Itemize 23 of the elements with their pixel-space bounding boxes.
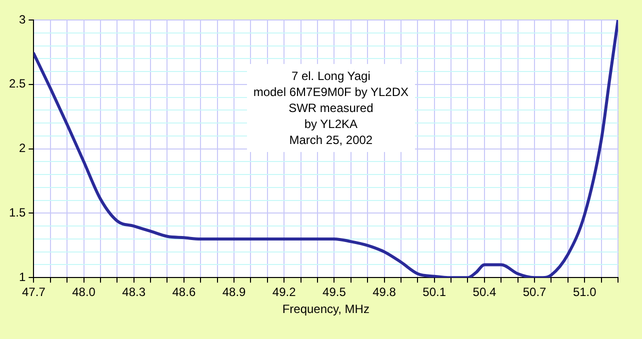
y-tick-label: 1.5 [8,206,26,220]
x-tick-label: 50.7 [522,285,547,300]
annotation: 7 el. Long Yagi [290,68,372,84]
y-tick-label: 2 [18,141,26,156]
y-tick-label: 3 [18,12,26,26]
x-tick-label: 49.5 [322,285,346,300]
annotation: by YL2KA [303,116,358,132]
x-tick-label: 48.6 [172,285,196,300]
y-tick-label: 1 [18,270,26,284]
x-tick-label: 48.0 [72,285,96,300]
x-tick-label: 51.0 [572,285,597,300]
x-tick-label: 48.9 [222,285,246,300]
x-tick-label: 50.4 [472,285,496,300]
y-tick-label: 2.5 [8,76,26,91]
x-tick-label: 47.7 [22,285,46,300]
x-tick-label: 49.8 [372,285,396,300]
annotation: SWR measured [288,100,374,116]
annotation: model 6M7E9M0F by YL2DX [253,84,409,100]
x-axis-title: Frequency, MHz [282,302,370,316]
x-tick-label: 48.3 [122,285,146,300]
x-tick-label: 50.1 [422,285,446,300]
x-tick-label: 49.2 [272,285,296,300]
annotation: March 25, 2002 [288,132,374,148]
